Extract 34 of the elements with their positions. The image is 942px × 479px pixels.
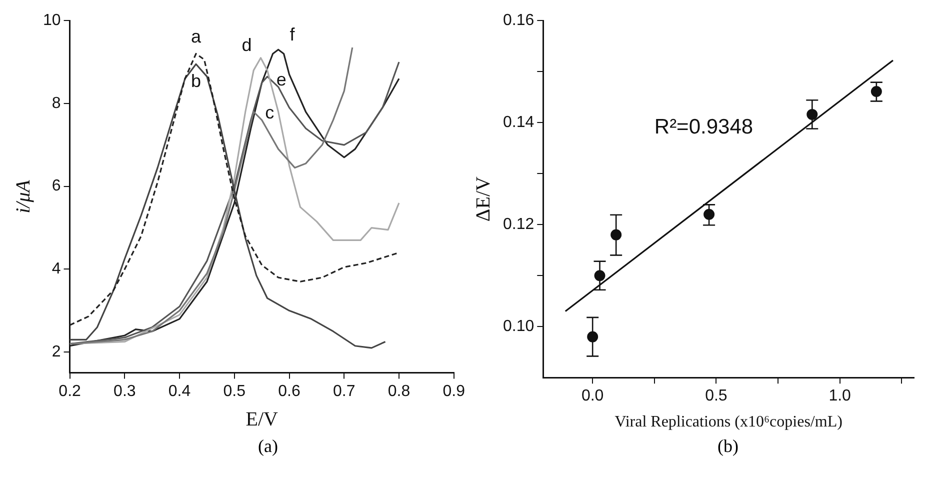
- x-tick-label: 1.0: [828, 388, 852, 405]
- y-axis-title: ΔE/V: [472, 176, 494, 222]
- y-tick-label: 0.14: [503, 114, 534, 132]
- y-tick-label: 0.16: [503, 12, 534, 30]
- x-tick-label: 0.0: [581, 388, 604, 405]
- series-label: b: [190, 71, 202, 92]
- y-tick-label: 4: [52, 260, 61, 278]
- text: (b): [716, 436, 740, 457]
- annotation: R²=0.9348: [654, 115, 754, 138]
- series-label: a: [190, 26, 202, 47]
- text: (a): [257, 436, 279, 457]
- x-tick-label: 0.6: [278, 382, 300, 400]
- series-label: e: [276, 70, 286, 90]
- x-tick-label: 0.8: [388, 382, 410, 400]
- x-tick-label: 0.4: [168, 382, 191, 400]
- x-axis-title: E/V: [246, 408, 278, 430]
- y-tick-label: 0.12: [503, 216, 534, 234]
- series-label: f: [290, 24, 296, 45]
- y-tick-label: 8: [52, 94, 61, 112]
- y-tick-label: 6: [52, 178, 61, 195]
- point: [704, 208, 715, 220]
- y-tick-label: 2: [52, 343, 61, 360]
- x-tick-label: 0.5: [705, 388, 728, 405]
- x-axis-title: Viral Replications (x10⁶copies/mL): [614, 414, 842, 431]
- series-label: c: [265, 102, 274, 123]
- x-tick-label: 0.9: [442, 382, 466, 400]
- y-axis-title: i/μA: [12, 179, 34, 214]
- x-tick-label: 0.3: [114, 382, 136, 400]
- x-tick-label: 0.2: [58, 382, 82, 400]
- x-tick-label: 0.5: [223, 382, 246, 400]
- series-label: d: [242, 34, 252, 55]
- y-tick-label: 0.10: [503, 318, 534, 336]
- x-tick-label: 0.7: [333, 382, 356, 400]
- y-tick-label: 10: [43, 12, 61, 30]
